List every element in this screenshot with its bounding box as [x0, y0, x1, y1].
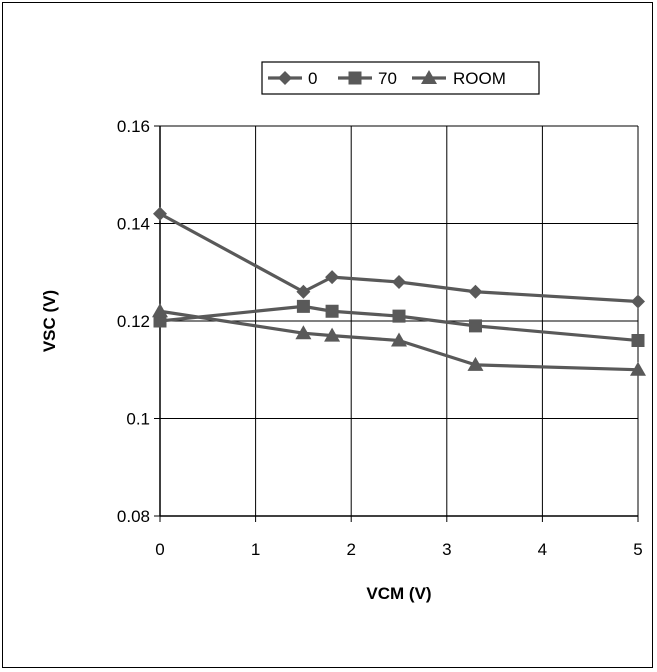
- legend-box: [261, 61, 540, 95]
- series-room: [152, 303, 646, 376]
- data-series: [152, 206, 646, 376]
- legend-entry: 0: [268, 69, 317, 88]
- data-point: [631, 294, 645, 309]
- x-tick-label: 1: [251, 540, 260, 559]
- data-point: [153, 314, 167, 328]
- data-point: [630, 361, 646, 376]
- legend-marker-icon: [421, 70, 437, 84]
- x-tick-label: 0: [155, 540, 164, 559]
- legend-entry: 70: [338, 69, 397, 88]
- data-point: [296, 299, 310, 313]
- x-tick-labels: 0 1 2 3 4 5: [155, 540, 642, 559]
- series-0: [153, 206, 645, 309]
- data-point: [467, 356, 484, 371]
- legend-label: 0: [308, 69, 317, 88]
- data-point: [295, 325, 312, 340]
- data-point: [325, 270, 340, 285]
- x-tick-label: 5: [633, 540, 642, 559]
- y-tick-label: 0.12: [117, 312, 150, 331]
- data-point: [325, 304, 339, 318]
- series-line: [159, 212, 639, 304]
- legend-entry: ROOM: [412, 69, 506, 88]
- data-point: [468, 319, 482, 333]
- y-tick-label: 0.16: [117, 117, 150, 136]
- x-axis-title: VCM (V): [366, 584, 431, 603]
- data-point: [153, 206, 167, 221]
- x-tick-label: 2: [346, 540, 355, 559]
- data-point: [468, 284, 483, 299]
- data-point: [391, 332, 407, 347]
- y-axis-title: VSC (V): [40, 290, 59, 352]
- data-point: [392, 309, 406, 323]
- data-point: [324, 327, 341, 342]
- legend-label: ROOM: [453, 69, 506, 88]
- data-point: [152, 303, 168, 318]
- y-tick-label: 0.08: [117, 507, 150, 526]
- data-point: [296, 284, 311, 299]
- series-line: [159, 304, 639, 343]
- series-70: [153, 299, 645, 347]
- series-line: [159, 309, 639, 372]
- x-tick-label: 3: [442, 540, 451, 559]
- y-tick-label: 0.1: [126, 410, 150, 429]
- legend-marker-icon: [348, 71, 362, 85]
- data-point: [631, 334, 645, 347]
- legend-label: 70: [378, 69, 397, 88]
- x-tick-label: 4: [538, 540, 547, 559]
- legend-marker-icon: [278, 71, 292, 85]
- y-tick-label: 0.14: [117, 215, 150, 234]
- data-point: [392, 275, 406, 289]
- y-tick-labels: 0.08 0.1 0.12 0.14 0.16: [117, 117, 150, 526]
- legend: 0 70 ROOM: [261, 61, 540, 95]
